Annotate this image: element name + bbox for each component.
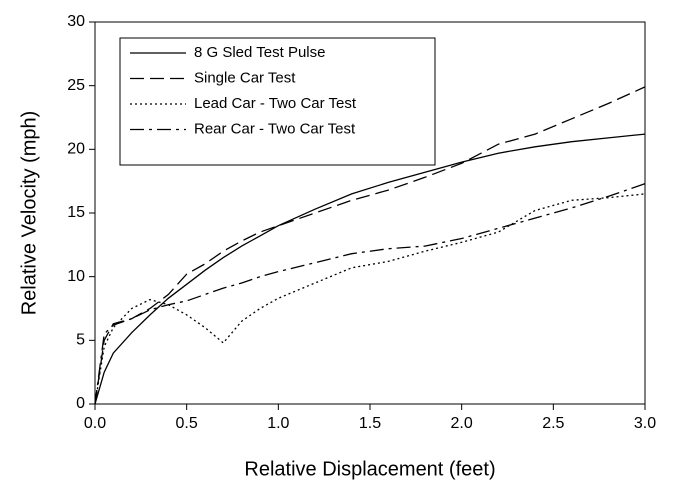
x-axis-title: Relative Displacement (feet) <box>244 458 495 480</box>
y-tick-label: 0 <box>76 395 85 412</box>
y-tick-label: 5 <box>76 332 85 349</box>
x-tick-label: 1.5 <box>359 415 381 432</box>
legend-label: Rear Car - Two Car Test <box>194 120 356 137</box>
y-tick-label: 30 <box>67 13 85 30</box>
y-tick-label: 25 <box>67 77 85 94</box>
series-line <box>94 133 646 405</box>
series-line <box>94 193 646 405</box>
legend-label: Lead Car - Two Car Test <box>194 95 357 112</box>
x-tick-label: 1.0 <box>267 415 289 432</box>
legend-label: 8 G Sled Test Pulse <box>194 44 325 61</box>
y-tick-label: 10 <box>67 268 85 285</box>
x-tick-label: 2.5 <box>542 415 564 432</box>
legend-box <box>119 37 436 166</box>
legend-label: Single Car Test <box>194 69 296 86</box>
series-line <box>94 183 646 405</box>
x-tick-label: 2.0 <box>451 415 473 432</box>
x-tick-label: 0.0 <box>84 415 106 432</box>
x-tick-label: 0.5 <box>176 415 198 432</box>
x-tick-label: 3.0 <box>634 415 656 432</box>
y-axis-title: Relative Velocity (mph) <box>18 111 40 316</box>
y-tick-label: 20 <box>67 141 85 158</box>
y-tick-label: 15 <box>67 204 85 221</box>
